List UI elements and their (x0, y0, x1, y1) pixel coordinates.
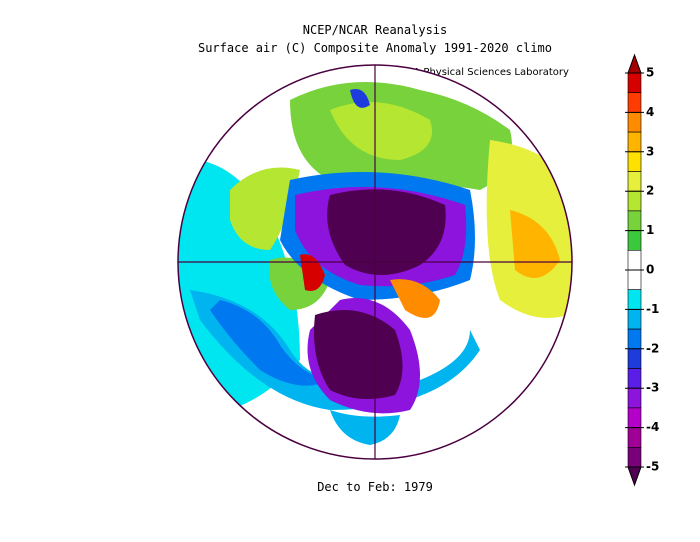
colorbar-segment (627, 230, 642, 251)
colorbar-segment (627, 92, 642, 113)
colorbar-segment (627, 348, 642, 369)
colorbar-segment (627, 210, 642, 231)
colorbar-segment (627, 387, 642, 409)
colorbar-tick-label: -4 (646, 420, 659, 434)
colorbar: 5 4 3 2 1 0 -1 -2 -3 -4 -5 (625, 53, 659, 487)
colorbar-tick-label: 2 (646, 184, 654, 198)
colorbar-segment (627, 289, 642, 310)
colorbar-segment (627, 427, 642, 448)
colorbar-segment (627, 446, 642, 468)
title: NCEP/NCAR Reanalysis (303, 23, 448, 37)
colorbar-segment (627, 250, 642, 271)
colorbar-tick-label: -3 (646, 381, 659, 395)
colorbar-segment (627, 131, 642, 153)
colorbar-segment (627, 190, 642, 212)
colorbar-segment (627, 309, 642, 330)
credit: NOAA Physical Sciences Laboratory (391, 67, 569, 78)
colorbar-segment (627, 328, 642, 350)
subtitle: Surface air (C) Composite Anomaly 1991-2… (198, 41, 552, 55)
colorbar-segment (627, 269, 642, 291)
colorbar-arrow (627, 466, 642, 487)
caption: Dec to Feb: 1979 (317, 480, 433, 494)
colorbar-segment (627, 72, 642, 94)
colorbar-tick-label: -1 (646, 302, 659, 316)
colorbar-segment (627, 368, 642, 389)
colorbar-arrow (627, 53, 642, 74)
colorbar-segment (627, 112, 642, 133)
colorbar-tick-label: 4 (646, 105, 654, 119)
colorbar-tick-label: -5 (646, 460, 659, 474)
colorbar-segment (627, 171, 642, 192)
colorbar-tick-label: 5 (646, 66, 654, 80)
colorbar-tick-label: 0 (646, 263, 654, 277)
colorbar-segment (627, 151, 642, 172)
colorbar-tick-label: 1 (646, 223, 654, 237)
colorbar-tick-label: 3 (646, 144, 654, 158)
colorbar-tick-label: -2 (646, 341, 659, 355)
colorbar-segment (627, 407, 642, 428)
